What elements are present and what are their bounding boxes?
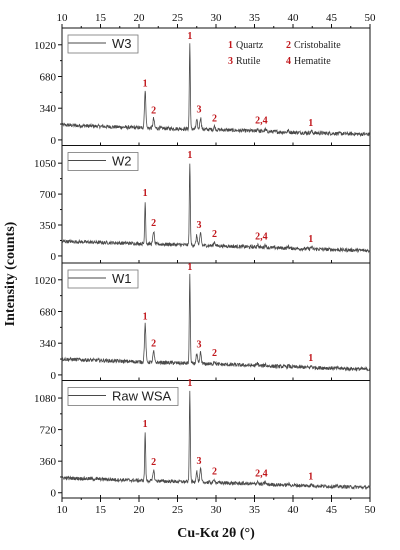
y-tick-label: 1020 [34,275,57,287]
peak-label: 1 [308,353,313,364]
peak-label: 2 [151,339,156,350]
y-tick-label: 1080 [34,393,57,405]
phase-key-number: 3 [228,56,233,67]
bottom-x-tick-label: 50 [365,504,377,516]
peak-label: 2 [151,457,156,468]
phase-key: 1 Quartz 2 Cristobalite 3 Rutile 4 Hematite [228,40,341,67]
y-axis-title: Intensity (counts) [3,221,18,326]
top-x-tick-label: 40 [288,12,300,24]
bottom-x-tick-label: 25 [172,504,184,516]
xrd-trace [61,390,371,490]
peak-label: 2,4 [255,231,268,242]
series-legend-label: W3 [112,36,132,51]
y-tick-label: 1050 [34,158,57,170]
bottom-x-tick-label: 15 [95,504,107,516]
y-tick-label: 700 [40,189,57,201]
y-tick-label: 1020 [34,40,57,52]
phase-key-number: 4 [286,56,291,67]
peak-label: 3 [197,220,202,231]
top-x-tick-label: 10 [57,12,69,24]
top-x-tick-label: 15 [95,12,107,24]
peak-label: 2 [212,229,217,240]
xrd-trace [61,273,371,372]
series-legend-box [67,387,179,406]
bottom-x-axis: 10 15 20 25 30 35 40 45 50 [57,498,377,516]
peak-label: 1 [143,312,148,323]
peak-label: 1 [308,118,313,129]
peak-label: 1 [187,378,192,389]
peak-label: 2 [212,467,217,478]
y-tick-label: 0 [51,251,57,263]
peak-label: 1 [143,419,148,430]
phase-key-name: Rutile [236,56,261,67]
y-tick-label: 360 [40,456,57,468]
peak-label: 2 [151,218,156,229]
y-tick-label: 0 [51,488,57,500]
peak-label: 1 [187,262,192,273]
top-x-tick-label: 25 [172,12,184,24]
peak-label: 2 [212,348,217,359]
bottom-x-tick-label: 20 [134,504,146,516]
bottom-x-tick-label: 35 [249,504,261,516]
peak-label: 1 [308,471,313,482]
y-tick-label: 680 [40,306,57,318]
x-axis-title: Cu-Kα 2θ (°) [177,526,255,541]
top-x-tick-label: 50 [365,12,377,24]
peak-label: 2 [212,113,217,124]
series-legend-box [67,269,139,289]
series-legend-label: Raw WSA [112,389,172,404]
xrd-trace [61,43,371,138]
top-x-tick-label: 35 [249,12,261,24]
top-x-tick-label: 30 [211,12,223,24]
y-tick-label: 0 [51,370,57,382]
top-x-axis: 10 15 20 25 30 35 40 45 50 [57,12,377,28]
phase-key-name: Quartz [236,40,264,51]
peak-label: 1 [143,188,148,199]
bottom-x-tick-label: 45 [326,504,338,516]
phase-key-number: 1 [228,40,233,51]
series-legend-label: W1 [112,271,132,286]
peak-label: 3 [197,340,202,351]
top-x-tick-label: 45 [326,12,338,24]
peak-label: 1 [187,31,192,42]
bottom-x-tick-label: 10 [57,504,69,516]
peak-label: 1 [308,234,313,245]
y-tick-label: 340 [40,338,57,350]
series-legend-box [67,152,139,171]
y-tick-label: 680 [40,71,57,83]
series-legend-label: W2 [112,154,132,169]
peak-label: 2,4 [255,116,268,127]
bottom-x-tick-label: 30 [211,504,223,516]
y-tick-label: 0 [51,135,57,147]
peak-label: 3 [197,105,202,116]
y-tick-label: 350 [40,220,57,232]
y-tick-label: 720 [40,425,57,437]
phase-key-name: Cristobalite [294,40,341,51]
phase-key-number: 2 [286,40,291,51]
phase-key-name: Hematite [294,56,331,67]
peak-label: 1 [187,150,192,161]
bottom-x-tick-label: 40 [288,504,300,516]
xrd-trace [61,163,371,254]
top-x-tick-label: 20 [134,12,146,24]
y-tick-label: 340 [40,103,57,115]
peak-label: 2 [151,105,156,116]
peak-label: 1 [143,78,148,89]
peak-label: 3 [197,456,202,467]
series-legend-box [67,34,139,54]
peak-label: 2,4 [255,468,268,479]
